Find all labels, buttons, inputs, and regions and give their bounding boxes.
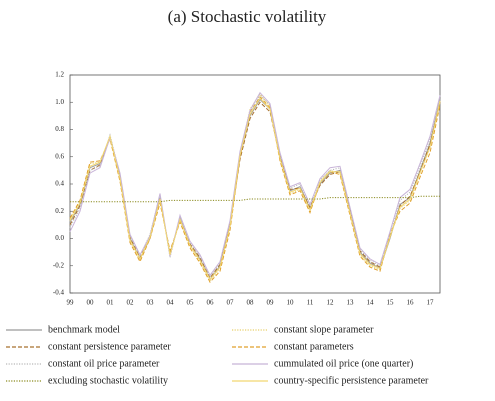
legend-label: cummulated oil price (one quarter) [274, 358, 413, 369]
x-tick-label: 17 [427, 299, 435, 307]
legend-label: benchmark model [48, 324, 120, 335]
y-tick-label: -0.2 [53, 261, 65, 269]
legend-label: constant parameters [274, 341, 354, 352]
x-tick-label: 10 [287, 299, 295, 307]
x-tick-label: 02 [127, 299, 135, 307]
y-tick-label: 0.6 [55, 152, 64, 160]
series-line [69, 91, 441, 277]
y-tick-label: 0.0 [55, 234, 64, 242]
x-tick-label: 12 [327, 299, 335, 307]
y-tick-label: 1.0 [55, 98, 64, 106]
x-tick-label: 14 [367, 299, 375, 307]
x-tick-label: 00 [87, 299, 95, 307]
chart-title: (a) Stochastic volatility [168, 7, 327, 26]
y-tick-label: 0.8 [55, 125, 64, 133]
x-tick-label: 15 [387, 299, 395, 307]
y-tick-label: 0.4 [55, 180, 64, 188]
legend-label: country-specific persistence parameter [274, 375, 429, 386]
x-tick-label: 99 [67, 299, 75, 307]
x-tick-label: 11 [307, 299, 314, 307]
x-tick-label: 16 [407, 299, 415, 307]
legend-label: constant oil price parameter [48, 358, 160, 369]
x-tick-label: 13 [347, 299, 355, 307]
legend-label: constant persistence parameter [48, 341, 171, 352]
series-line [69, 97, 441, 281]
y-tick-label: 1.2 [55, 71, 64, 79]
y-tick-label: 0.2 [55, 207, 64, 215]
y-tick-label: -0.4 [53, 289, 65, 297]
x-tick-label: 05 [187, 299, 195, 307]
x-tick-label: 08 [247, 299, 255, 307]
series-line [69, 101, 441, 279]
series-line [70, 195, 440, 203]
x-tick-label: 09 [267, 299, 275, 307]
x-tick-label: 07 [227, 299, 235, 307]
legend-label: constant slope parameter [274, 324, 374, 335]
x-tick-label: 06 [207, 299, 215, 307]
series-line [69, 94, 441, 278]
x-tick-label: 03 [147, 299, 155, 307]
x-tick-label: 01 [107, 299, 115, 307]
legend-label: excluding stochastic volatility [48, 375, 168, 386]
x-tick-label: 04 [167, 299, 175, 307]
